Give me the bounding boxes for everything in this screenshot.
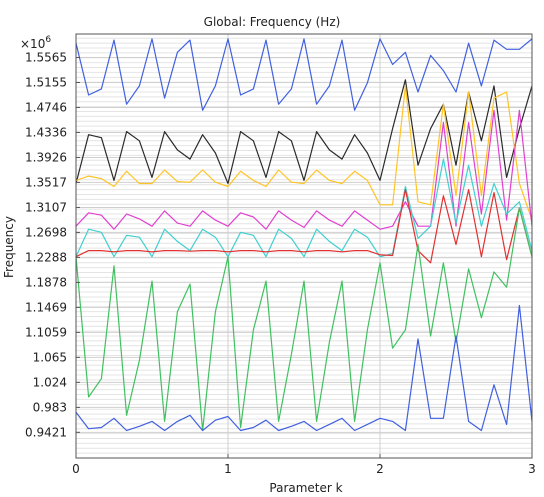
x-tick-label: 3 <box>528 462 536 476</box>
series-line-4 <box>75 109 533 230</box>
y-tick-label: 1.3107 <box>25 200 67 214</box>
y-tick-label: 1.3517 <box>25 175 67 189</box>
y-tick-label: 1.1469 <box>25 300 67 314</box>
series-group <box>75 38 533 432</box>
x-tick-label: 2 <box>376 462 384 476</box>
plot-frame <box>75 33 533 459</box>
series-line-7 <box>75 207 533 432</box>
y-tick-label: 1.5565 <box>25 50 67 64</box>
chart-title: Global: Frequency (Hz) <box>204 15 341 29</box>
y-tick-label: 1.2698 <box>25 225 67 239</box>
x-tick-label: 1 <box>224 462 232 476</box>
y-tick-label: 1.1878 <box>25 275 67 289</box>
series-line-3 <box>75 85 533 221</box>
y-exponent-label: ×106 <box>20 35 51 51</box>
x-axis-label: Parameter k <box>269 481 342 495</box>
x-tick-label: 0 <box>72 462 80 476</box>
y-tick-label: 1.024 <box>33 375 67 389</box>
y-tick-label: 1.2288 <box>25 250 67 264</box>
series-line-8 <box>75 304 533 432</box>
x-axis-ticks: 0 1 2 3 <box>72 454 536 476</box>
y-tick-label: 1.4336 <box>25 125 67 139</box>
series-line-6 <box>75 189 533 264</box>
series-line-2 <box>75 79 533 185</box>
y-tick-label: 0.983 <box>33 400 67 414</box>
y-axis-ticks: 0.9421 0.983 1.024 1.065 1.1059 1.1469 1.1878 1… <box>25 50 80 439</box>
y-tick-label: 1.1059 <box>25 325 67 339</box>
y-tick-label: 1.4746 <box>25 100 67 114</box>
y-axis-label: Frequency <box>2 216 16 278</box>
y-tick-label: 0.9421 <box>25 425 67 439</box>
series-line-1 <box>75 38 533 111</box>
y-tick-label: 1.5155 <box>25 76 67 90</box>
y-tick-label: 1.065 <box>33 350 67 364</box>
y-tick-label: 1.3926 <box>25 150 67 164</box>
series-line-5 <box>75 158 533 258</box>
